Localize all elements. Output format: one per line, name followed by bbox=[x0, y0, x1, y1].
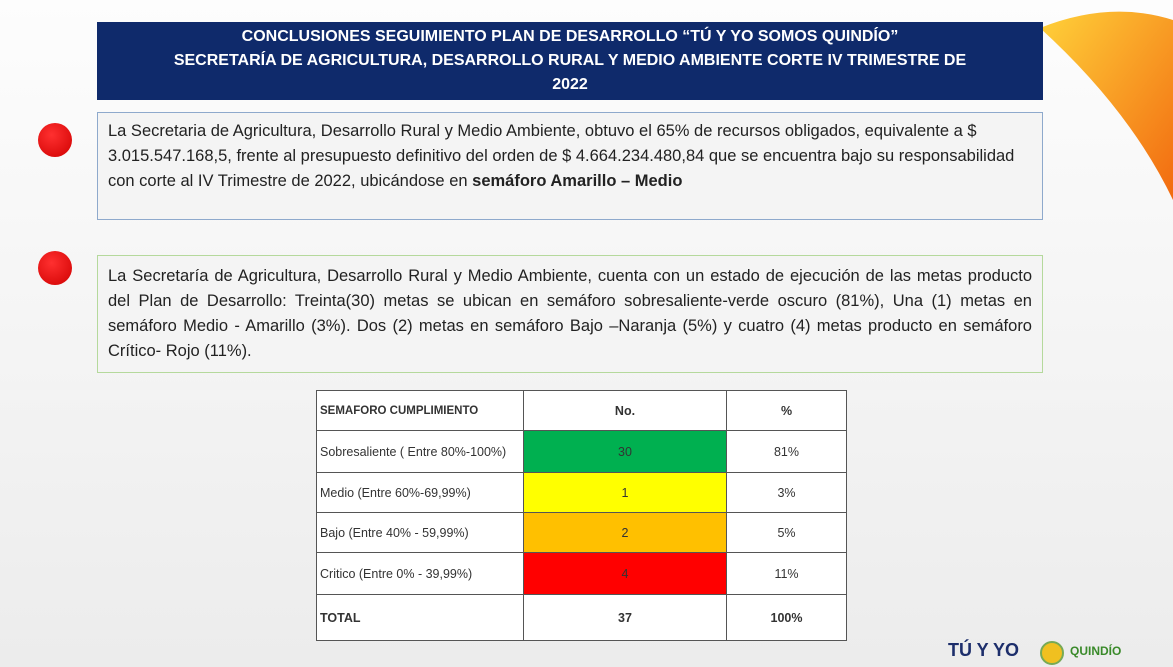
seal bbox=[1040, 641, 1064, 665]
row-label: Bajo (Entre 40% - 59,99%) bbox=[317, 513, 524, 553]
percent-cell: 81% bbox=[727, 431, 847, 473]
row-label: Critico (Entre 0% - 39,99%) bbox=[317, 553, 524, 595]
logo: TÚ Y YO bbox=[948, 640, 1019, 661]
bullet bbox=[38, 123, 72, 157]
count-cell: 1 bbox=[524, 473, 727, 513]
slide: CONCLUSIONES SEGUIMIENTO PLAN DE DESARRO… bbox=[0, 0, 1173, 667]
title-line: CONCLUSIONES SEGUIMIENTO PLAN DE DESARRO… bbox=[97, 25, 1043, 49]
bullet bbox=[38, 251, 72, 285]
paragraph: La Secretaría de Agricultura, Desarrollo… bbox=[97, 255, 1043, 373]
header-cell: % bbox=[727, 391, 847, 431]
percent-cell: 5% bbox=[727, 513, 847, 553]
paragraph: La Secretaria de Agricultura, Desarrollo… bbox=[97, 112, 1043, 220]
row-label: Sobresaliente ( Entre 80%-100%) bbox=[317, 431, 524, 473]
percent-cell: 11% bbox=[727, 553, 847, 595]
total-label: TOTAL bbox=[317, 595, 524, 641]
count-cell: 2 bbox=[524, 513, 727, 553]
total-count: 37 bbox=[524, 595, 727, 641]
count-cell: 30 bbox=[524, 431, 727, 473]
title-line: SECRETARÍA DE AGRICULTURA, DESARROLLO RU… bbox=[97, 49, 1043, 73]
orange-swoosh bbox=[1040, 0, 1173, 200]
count-cell: 4 bbox=[524, 553, 727, 595]
header-cell: SEMAFORO CUMPLIMIENTO bbox=[317, 391, 524, 431]
header-cell: No. bbox=[524, 391, 727, 431]
emphasis: semáforo Amarillo – Medio bbox=[472, 172, 682, 190]
total-percent: 100% bbox=[727, 595, 847, 641]
paragraph-text: La Secretaría de Agricultura, Desarrollo… bbox=[108, 267, 1032, 360]
row-label: Medio (Entre 60%-69,99%) bbox=[317, 473, 524, 513]
title-box: CONCLUSIONES SEGUIMIENTO PLAN DE DESARRO… bbox=[97, 22, 1043, 100]
title-line: 2022 bbox=[97, 73, 1043, 97]
percent-cell: 3% bbox=[727, 473, 847, 513]
logo: QUINDÍO bbox=[1070, 644, 1121, 658]
